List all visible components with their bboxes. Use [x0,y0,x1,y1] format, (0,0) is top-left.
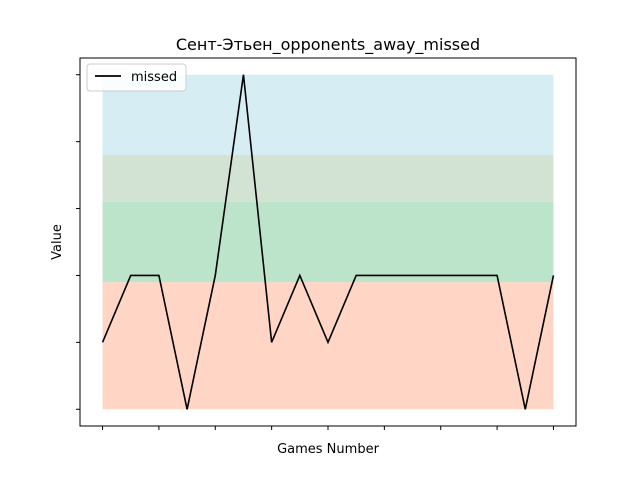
y-axis-ticks [76,74,80,410]
x-axis-ticks [102,426,554,430]
x-axis-label: Games Number [277,442,379,457]
background-bands [102,74,554,410]
legend-label-missed: missed [131,70,177,85]
band-2 [102,155,554,202]
y-axis-label: Value [50,224,65,260]
chart-title: Сент-Этьен_opponents_away_missed [176,35,480,55]
band-0 [102,282,554,410]
series-lines [101,74,555,410]
band-1 [102,201,554,283]
legend: missed [86,63,187,92]
legend-box [86,63,187,92]
